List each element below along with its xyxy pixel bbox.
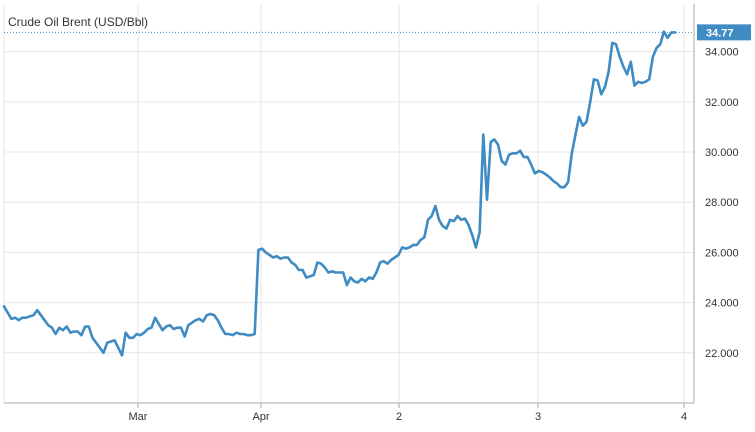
last-value-label: 34.77 bbox=[706, 27, 734, 39]
grid-lines bbox=[4, 4, 694, 403]
y-tick-label: 28.000 bbox=[705, 197, 739, 209]
series-layer bbox=[2, 30, 677, 357]
last-value-marker: 34.77 bbox=[4, 24, 751, 41]
y-tick-label: 30.000 bbox=[705, 147, 739, 159]
y-tick-label: 34.000 bbox=[705, 47, 739, 59]
y-tick-label: 32.000 bbox=[705, 97, 739, 109]
y-tick-label: 24.000 bbox=[705, 298, 739, 310]
x-tick-label: 4 bbox=[681, 411, 687, 423]
x-axis-tick-labels: Mar Apr 2 3 4 bbox=[129, 411, 688, 423]
x-tick-label: Mar bbox=[129, 411, 148, 423]
y-tick-label: 26.000 bbox=[705, 247, 739, 259]
x-tick-label: Apr bbox=[252, 411, 269, 423]
y-axis-tick-labels: 22.000 24.000 26.000 28.000 30.000 32.000 34.0… bbox=[705, 47, 739, 360]
x-tick-label: 2 bbox=[396, 411, 402, 423]
x-tick-label: 3 bbox=[535, 411, 541, 423]
series-line bbox=[2, 30, 677, 357]
y-tick-label: 22.000 bbox=[705, 348, 739, 360]
last-value-badge bbox=[697, 24, 751, 41]
chart-title: Crude Oil Brent (USD/Bbl) bbox=[8, 15, 148, 29]
axis-lines bbox=[3, 4, 695, 408]
